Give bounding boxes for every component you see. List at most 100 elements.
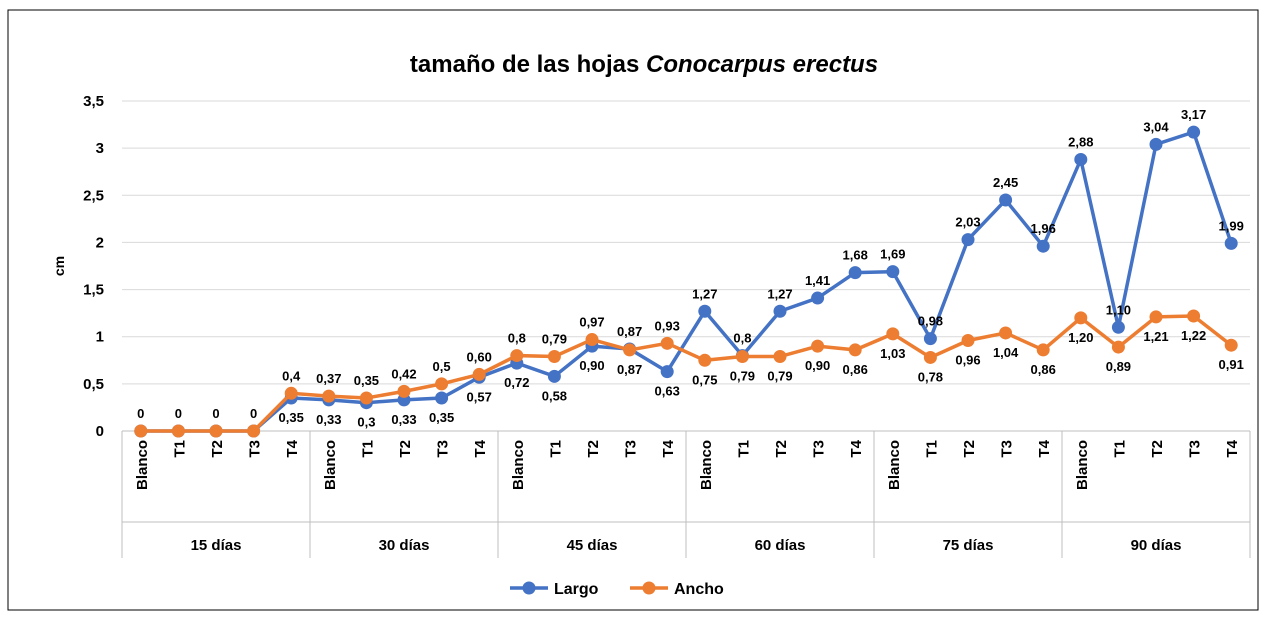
- data-point: [886, 265, 900, 279]
- x-tick-label: Blanco: [886, 440, 903, 490]
- legend-marker: [642, 581, 656, 595]
- data-label: 0,8: [733, 331, 751, 346]
- data-label: 0,63: [655, 384, 680, 399]
- data-point: [510, 349, 524, 363]
- title-species: Conocarpus erectus: [646, 51, 878, 78]
- x-tick-label: T4: [660, 439, 677, 457]
- data-label: 0,5: [433, 359, 451, 374]
- x-tick-label: T3: [623, 440, 640, 458]
- x-tick-label: T2: [773, 440, 790, 458]
- data-point: [1111, 320, 1125, 334]
- x-tick-label: Blanco: [1074, 440, 1091, 490]
- data-point: [1149, 310, 1163, 324]
- y-tick-label: 2,5: [83, 187, 104, 204]
- data-label: 0,42: [391, 366, 416, 381]
- group-label: 90 días: [1131, 537, 1182, 554]
- data-point: [623, 343, 637, 357]
- data-point: [811, 339, 825, 353]
- data-label: 1,03: [880, 346, 905, 361]
- group-label: 30 días: [379, 537, 430, 554]
- y-tick-label: 2: [96, 234, 104, 251]
- data-label: 1,20: [1068, 330, 1093, 345]
- data-point: [735, 350, 749, 364]
- data-label: 1,68: [843, 248, 868, 263]
- data-point: [1074, 152, 1088, 166]
- data-label: 0,58: [542, 388, 567, 403]
- data-label: 0,78: [918, 369, 943, 384]
- data-label: 0,8: [508, 331, 526, 346]
- data-label: 0: [175, 406, 182, 421]
- x-tick-label: Blanco: [698, 440, 715, 490]
- data-label: 3,17: [1181, 107, 1206, 122]
- data-label: 1,99: [1219, 218, 1244, 233]
- data-point: [547, 369, 561, 383]
- data-label: 1,41: [805, 273, 830, 288]
- data-point: [698, 304, 712, 318]
- data-point: [1074, 311, 1088, 325]
- data-point: [1149, 137, 1163, 151]
- data-label: 0,75: [692, 372, 717, 387]
- data-label: 1,10: [1106, 302, 1131, 317]
- data-label: 0,89: [1106, 359, 1131, 374]
- title-text: tamaño de las hojas: [410, 51, 639, 78]
- x-tick-label: T1: [171, 440, 188, 458]
- group-label: 45 días: [567, 537, 618, 554]
- legend-label: Ancho: [674, 581, 724, 598]
- x-tick-label: T3: [999, 440, 1016, 458]
- x-tick-label: T1: [735, 440, 752, 458]
- data-label: 0,33: [316, 412, 341, 427]
- data-label: 0,90: [579, 358, 604, 373]
- y-tick-label: 3,5: [83, 93, 104, 110]
- data-label: 0,96: [955, 352, 980, 367]
- data-label: 0,35: [279, 410, 304, 425]
- legend-label: Largo: [554, 581, 599, 598]
- x-tick-label: T1: [359, 440, 376, 458]
- data-label: 0,33: [391, 412, 416, 427]
- data-point: [660, 336, 674, 350]
- x-tick-label: T2: [397, 440, 414, 458]
- x-tick-label: Blanco: [510, 440, 527, 490]
- x-tick-label: T2: [209, 440, 226, 458]
- data-point: [848, 266, 862, 280]
- x-tick-label: T2: [585, 440, 602, 458]
- data-label: 0,37: [316, 371, 341, 386]
- legend-marker: [522, 581, 536, 595]
- data-label: 0,57: [467, 389, 492, 404]
- x-tick-label: T4: [284, 439, 301, 457]
- data-point: [1036, 343, 1050, 357]
- data-label: 0,97: [579, 315, 604, 330]
- data-point: [547, 350, 561, 364]
- data-point: [961, 333, 975, 347]
- data-point: [1224, 338, 1238, 352]
- data-label: 1,27: [692, 286, 717, 301]
- x-tick-label: T4: [848, 439, 865, 457]
- group-label: 15 días: [191, 537, 242, 554]
- data-label: 0,3: [357, 415, 375, 430]
- data-label: 0,86: [843, 362, 868, 377]
- data-point: [1036, 239, 1050, 253]
- data-point: [923, 332, 937, 346]
- data-label: 1,21: [1143, 329, 1168, 344]
- data-label: 0: [137, 406, 144, 421]
- data-point: [660, 365, 674, 379]
- x-tick-label: T3: [811, 440, 828, 458]
- x-tick-label: T3: [435, 440, 452, 458]
- data-label: 1,69: [880, 247, 905, 262]
- x-tick-label: T1: [923, 440, 940, 458]
- x-tick-label: T4: [1036, 439, 1053, 457]
- data-point: [585, 333, 599, 347]
- chart-border: [7, 9, 1259, 611]
- x-tick-label: T3: [1187, 440, 1204, 458]
- y-tick-label: 1: [96, 329, 104, 346]
- data-label: 3,04: [1143, 119, 1169, 134]
- x-tick-label: Blanco: [322, 440, 339, 490]
- data-label: 1,22: [1181, 328, 1206, 343]
- data-point: [961, 233, 975, 247]
- x-tick-label: T3: [247, 440, 264, 458]
- data-label: 0,90: [805, 358, 830, 373]
- data-point: [1224, 236, 1238, 250]
- data-label: 0: [250, 406, 257, 421]
- y-tick-label: 1,5: [83, 282, 104, 299]
- data-point: [472, 367, 486, 381]
- data-point: [1187, 125, 1201, 139]
